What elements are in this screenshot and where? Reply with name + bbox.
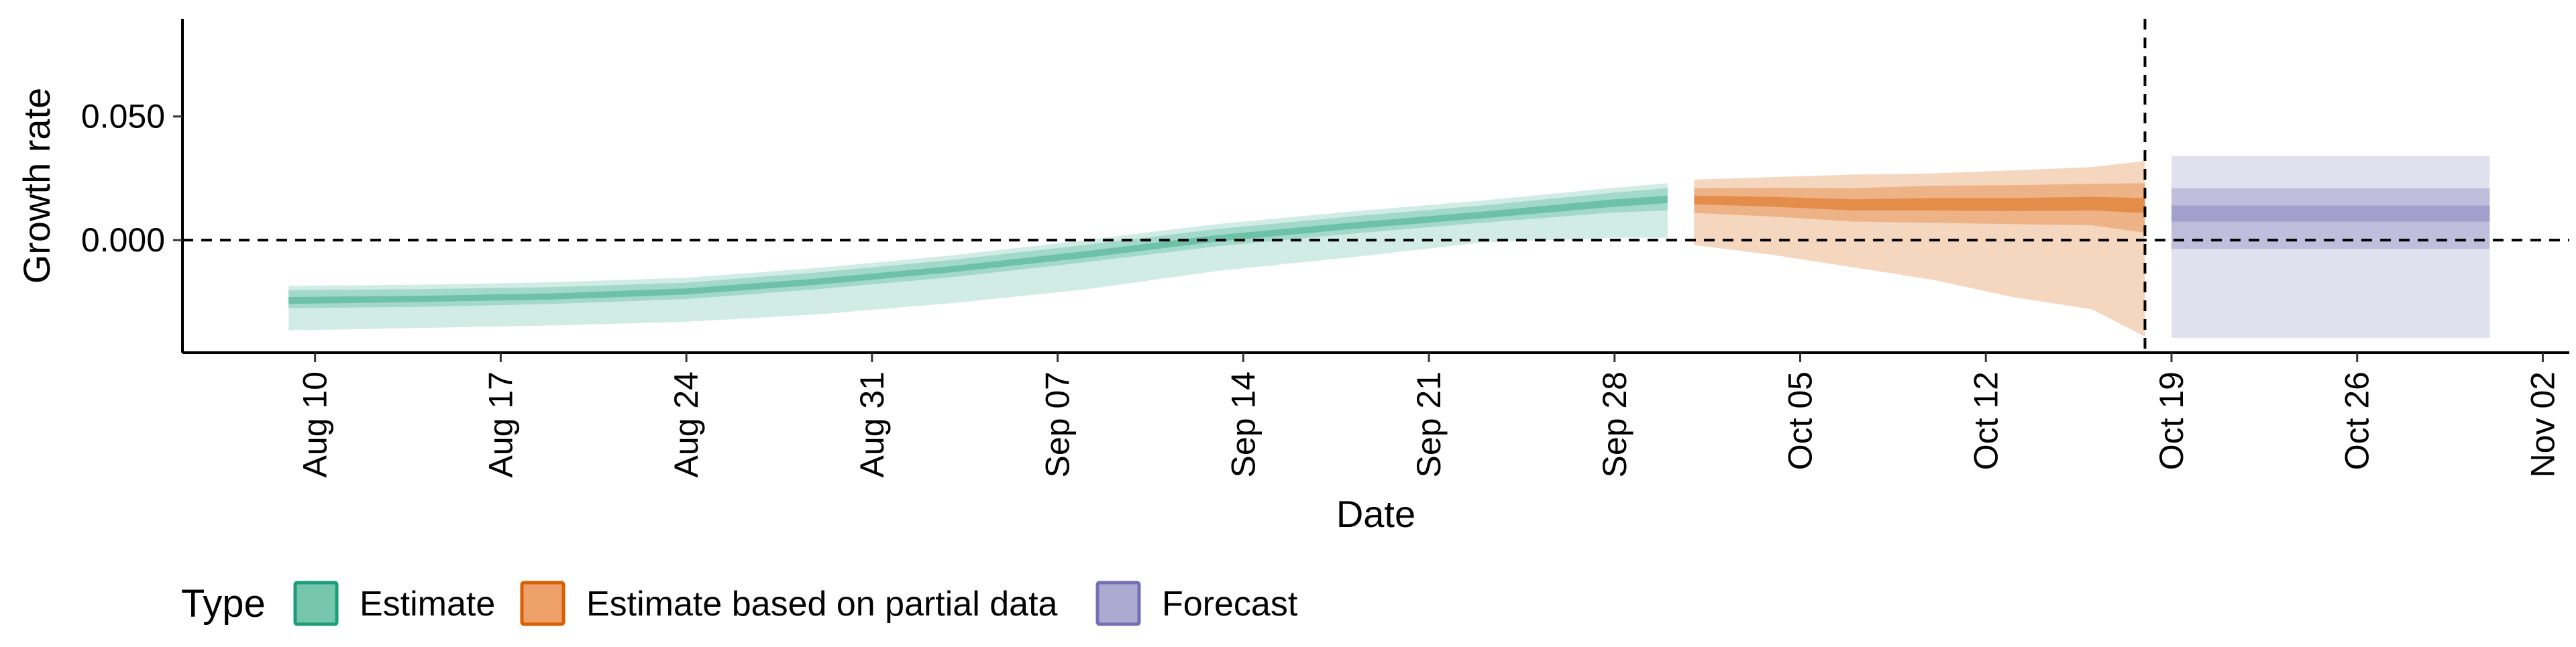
y-tick-label: 0.050 xyxy=(81,98,165,135)
x-tick-label: Aug 10 xyxy=(297,371,334,477)
x-tick-label: Aug 17 xyxy=(482,371,519,477)
y-axis-title: Growth rate xyxy=(15,88,58,284)
estimate-based-on-partial-data-outer-band xyxy=(1694,161,2145,337)
forecast-outer-band xyxy=(2171,156,2490,338)
x-tick-label: Nov 02 xyxy=(2524,371,2562,477)
reference-lines xyxy=(182,19,2569,353)
legend-label-estimate-based-on-partial-data: Estimate based on partial data xyxy=(586,585,1058,624)
x-tick-label: Oct 05 xyxy=(1782,371,1819,470)
legend-title: Type xyxy=(181,582,266,626)
x-tick-label: Aug 24 xyxy=(667,371,705,477)
x-tick-label: Sep 28 xyxy=(1596,371,1633,477)
x-tick-label: Sep 21 xyxy=(1410,371,1448,477)
estimate-based-on-partial-data-middle-band xyxy=(1694,183,2145,233)
estimate-outer-band xyxy=(288,183,1668,331)
x-ticks: Aug 10 Aug 17 Aug 24 Aug 31 Sep 07 Sep 14 Sep … xyxy=(297,353,2562,477)
x-tick-label: Oct 12 xyxy=(1967,371,2004,470)
legend-key-estimate xyxy=(293,581,339,626)
x-tick-label: Oct 19 xyxy=(2153,371,2190,470)
legend-label-estimate: Estimate xyxy=(360,585,495,624)
legend: Type Estimate Estimate based on partial d… xyxy=(181,581,1298,626)
x-axis-title: Date xyxy=(1336,493,1415,535)
forecast-middle-band xyxy=(2171,188,2490,249)
x-tick-label: Sep 07 xyxy=(1039,371,1077,477)
x-tick-label: Sep 14 xyxy=(1224,371,1262,477)
estimate-middle-band xyxy=(288,188,1668,308)
y-ticks: 0.000 0.050 xyxy=(81,98,182,259)
estimate-based-on-partial-data-inner-band xyxy=(1694,195,2145,213)
legend-label-forecast: Forecast xyxy=(1162,585,1298,624)
y-tick-label: 0.000 xyxy=(81,221,165,259)
ribbon-layer xyxy=(288,156,2490,338)
legend-key-forecast xyxy=(1095,581,1141,626)
forecast-inner-band xyxy=(2171,205,2490,222)
x-tick-label: Aug 31 xyxy=(853,371,891,477)
x-tick-label: Oct 26 xyxy=(2339,371,2376,470)
legend-key-estimate-based-on-partial-data xyxy=(520,581,566,626)
